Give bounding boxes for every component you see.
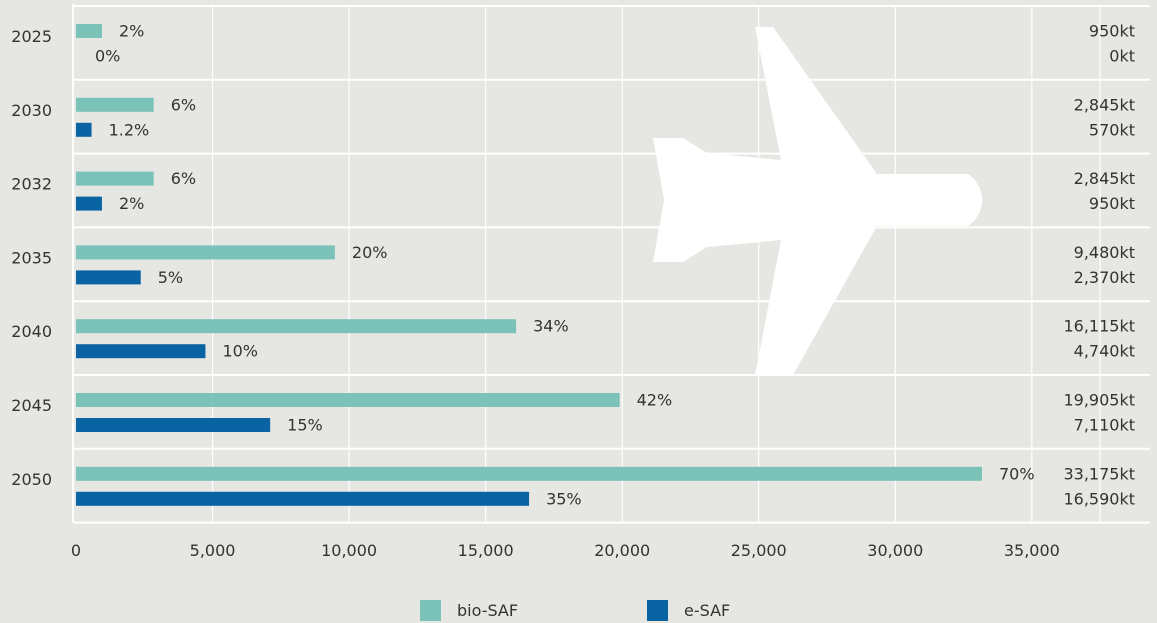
value-label-bio-SAF-2040: 16,115kt — [1063, 317, 1135, 336]
x-tick-label: 25,000 — [731, 541, 787, 560]
value-label-e-SAF-2030: 570kt — [1089, 120, 1135, 139]
bar-e-SAF-2035 — [76, 270, 141, 285]
percent-label-e-SAF-2050: 35% — [546, 489, 582, 508]
category-label-2025: 2025 — [11, 27, 52, 46]
percent-label-bio-SAF-2045: 42% — [637, 391, 673, 410]
legend-swatch-e-saf — [647, 600, 668, 621]
value-label-e-SAF-2045: 7,110kt — [1074, 416, 1135, 435]
bar-e-SAF-2045 — [76, 418, 271, 432]
category-label-2050: 2050 — [11, 470, 52, 489]
percent-label-e-SAF-2045: 15% — [287, 416, 323, 435]
percent-label-e-SAF-2032: 2% — [119, 194, 144, 213]
legend-label-bio-saf: bio-SAF — [457, 601, 519, 620]
legend: bio-SAF e-SAF — [0, 600, 1157, 623]
bar-bio-SAF-2025 — [76, 24, 102, 38]
legend-swatch-bio-saf — [420, 600, 441, 621]
bar-bio-SAF-2045 — [76, 393, 620, 407]
percent-label-bio-SAF-2035: 20% — [352, 243, 388, 262]
value-label-bio-SAF-2030: 2,845kt — [1074, 95, 1135, 114]
category-label-2035: 2035 — [11, 248, 52, 267]
x-tick-label: 10,000 — [321, 541, 377, 560]
bar-e-SAF-2050 — [76, 491, 530, 506]
x-tick-label: 0 — [71, 541, 81, 560]
percent-label-bio-SAF-2025: 2% — [119, 22, 144, 41]
x-tick-label: 30,000 — [867, 541, 923, 560]
value-label-e-SAF-2040: 4,740kt — [1074, 342, 1135, 361]
bar-e-SAF-2032 — [76, 196, 102, 211]
percent-label-bio-SAF-2030: 6% — [171, 95, 196, 114]
category-label-2040: 2040 — [11, 322, 52, 341]
percent-label-e-SAF-2030: 1.2% — [109, 120, 150, 139]
legend-label-e-saf: e-SAF — [684, 601, 731, 620]
airplane-icon — [653, 27, 983, 375]
percent-label-bio-SAF-2050: 70% — [999, 464, 1035, 483]
category-label-2030: 2030 — [11, 101, 52, 120]
legend-item-e-saf: e-SAF — [647, 600, 730, 621]
x-tick-label: 5,000 — [190, 541, 236, 560]
x-tick-label: 15,000 — [458, 541, 514, 560]
bar-e-SAF-2040 — [76, 344, 206, 359]
legend-item-bio-saf: bio-SAF — [420, 600, 518, 621]
percent-label-e-SAF-2035: 5% — [158, 268, 183, 287]
value-label-bio-SAF-2032: 2,845kt — [1074, 169, 1135, 188]
category-label-2045: 2045 — [11, 396, 52, 415]
percent-label-e-SAF-2040: 10% — [222, 342, 258, 361]
bar-bio-SAF-2030 — [76, 97, 154, 112]
value-label-e-SAF-2050: 16,590kt — [1063, 489, 1135, 508]
percent-label-bio-SAF-2040: 34% — [533, 317, 569, 336]
x-tick-label: 20,000 — [594, 541, 650, 560]
percent-label-e-SAF-2025: 0% — [95, 47, 120, 66]
value-label-e-SAF-2032: 950kt — [1089, 194, 1135, 213]
value-label-bio-SAF-2045: 19,905kt — [1063, 391, 1135, 410]
value-label-bio-SAF-2050: 33,175kt — [1063, 464, 1135, 483]
category-label-2032: 2032 — [11, 175, 52, 194]
value-label-bio-SAF-2035: 9,480kt — [1074, 243, 1135, 262]
bar-bio-SAF-2050 — [76, 466, 982, 481]
x-tick-label: 35,000 — [1004, 541, 1060, 560]
bar-bio-SAF-2032 — [76, 171, 154, 186]
bar-bio-SAF-2040 — [76, 319, 517, 334]
value-label-e-SAF-2025: 0kt — [1109, 47, 1135, 66]
bar-bio-SAF-2035 — [76, 245, 335, 260]
value-label-bio-SAF-2025: 950kt — [1089, 22, 1135, 41]
bar-e-SAF-2030 — [76, 122, 92, 137]
percent-label-bio-SAF-2032: 6% — [171, 169, 196, 188]
value-label-e-SAF-2035: 2,370kt — [1074, 268, 1135, 287]
